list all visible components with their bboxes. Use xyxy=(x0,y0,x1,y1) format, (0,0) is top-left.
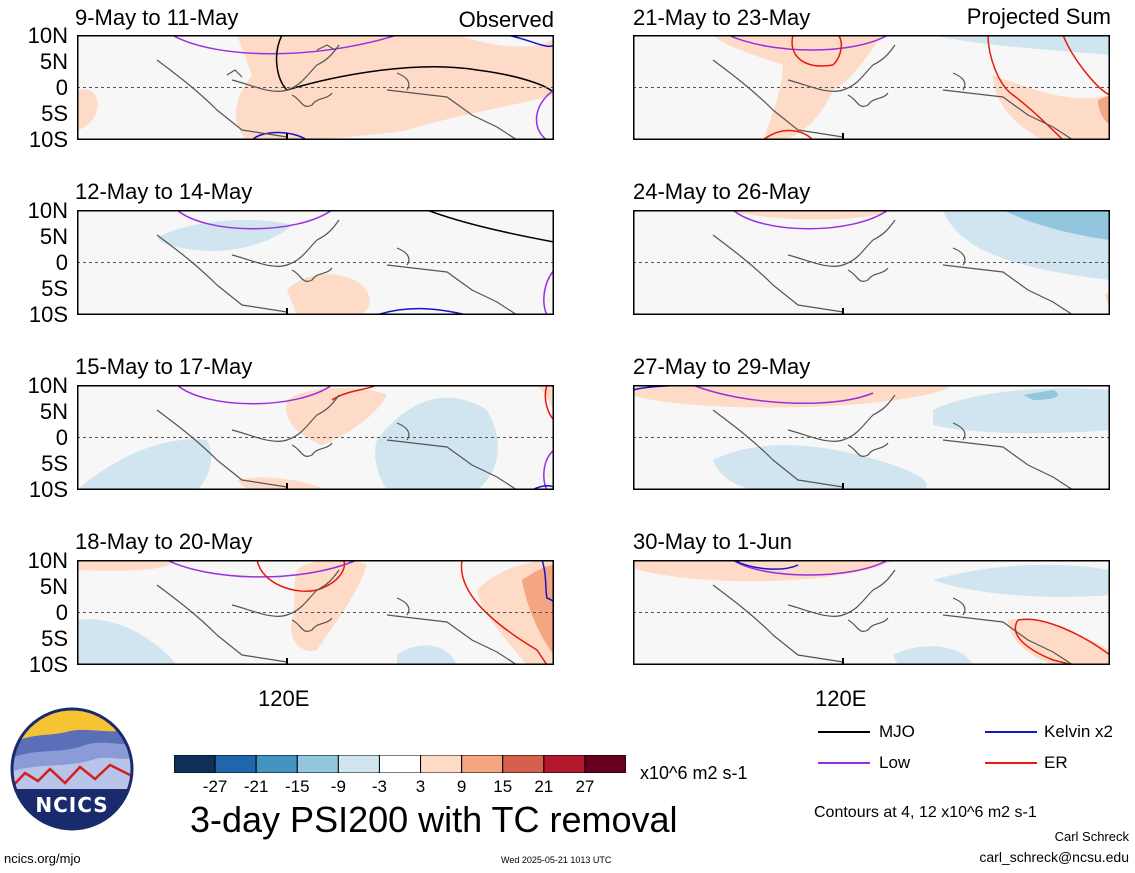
colorbar-swatch xyxy=(584,754,627,774)
y-tick: 10N xyxy=(27,373,68,398)
y-tick: 5N xyxy=(39,399,68,424)
panel-title-7: 27-May to 29-May xyxy=(633,354,811,379)
colorbar-swatch xyxy=(543,754,586,774)
panel-title-2: 12-May to 14-May xyxy=(75,179,253,204)
y-tick: 5N xyxy=(39,574,68,599)
map-panel-8 xyxy=(633,560,1110,665)
y-tick: 10N xyxy=(27,198,68,223)
colorbar-swatch xyxy=(173,754,216,774)
map-panel-4 xyxy=(77,560,554,665)
panel-title-6: 24-May to 26-May xyxy=(633,179,811,204)
coastline xyxy=(712,44,1074,140)
coastline xyxy=(712,569,1074,665)
legend-swatch-low xyxy=(818,762,870,764)
map-panel-5 xyxy=(633,35,1110,140)
colorbar-tick-label: -9 xyxy=(330,777,346,796)
y-tick: 0 xyxy=(55,75,68,100)
colorbar-tick-label: 3 xyxy=(415,777,426,796)
y-tick: 10N xyxy=(27,548,68,573)
y-tick: 0 xyxy=(55,425,68,450)
colorbar-tick-label: -15 xyxy=(284,777,310,796)
panel-title-8: 30-May to 1-Jun xyxy=(633,529,792,554)
colorbar-tick-label: -21 xyxy=(243,777,269,796)
colorbar-swatch xyxy=(502,754,545,774)
y-tick: 0 xyxy=(55,600,68,625)
colorbar-tick-label: 21 xyxy=(534,777,554,796)
coastline xyxy=(156,569,518,665)
timestamp: Wed 2025-05-21 1013 UTC xyxy=(501,855,612,865)
y-tick: 10S xyxy=(28,652,68,677)
legend-label-low: Low xyxy=(879,753,911,772)
x-tick-right: 120E xyxy=(815,686,867,711)
colorbar-swatches xyxy=(173,754,627,774)
legend-label-mjo: MJO xyxy=(879,722,915,741)
y-tick: 10S xyxy=(28,477,68,502)
colorbar-swatch xyxy=(378,754,422,774)
colorbar-swatch xyxy=(214,754,257,774)
y-tick: 5S xyxy=(41,101,68,126)
colorbar-swatch xyxy=(420,754,463,774)
x-tick-left: 120E xyxy=(258,686,310,711)
legend-swatch-kelvin xyxy=(985,731,1037,733)
colorbar-tick-label: 27 xyxy=(575,777,595,796)
colorbar-units: x10^6 m2 s-1 xyxy=(640,763,748,783)
legend-label-er: ER xyxy=(1044,753,1068,772)
ncics-logo: NCICS xyxy=(10,707,134,831)
map-panel-6 xyxy=(633,210,1110,315)
author-name: Carl Schreck xyxy=(1054,829,1129,844)
map-panel-3 xyxy=(77,385,554,490)
legend-swatch-er xyxy=(985,762,1037,764)
y-tick: 5S xyxy=(41,451,68,476)
legend-swatch-mjo xyxy=(818,731,870,733)
chart-title: 3-day PSI200 with TC removal xyxy=(190,799,678,840)
coastline xyxy=(156,44,518,140)
legend-label-kelvin: Kelvin x2 xyxy=(1044,722,1113,741)
author-email: carl_schreck@ncsu.edu xyxy=(979,849,1129,865)
panel-title-1: 9-May to 11-May xyxy=(75,5,239,30)
colorbar-swatch xyxy=(461,754,504,774)
colorbar-tick-label: 9 xyxy=(456,777,467,796)
projected-sum-label: Projected Sum xyxy=(966,4,1111,29)
colorbar-swatch xyxy=(255,754,298,774)
colorbar-swatch xyxy=(296,754,339,774)
y-tick: 10S xyxy=(28,127,68,152)
map-panel-2 xyxy=(77,210,554,315)
map-panel-7 xyxy=(633,385,1110,490)
panel-title-3: 15-May to 17-May xyxy=(75,354,253,379)
y-tick: 5S xyxy=(41,626,68,651)
y-tick: 0 xyxy=(55,250,68,275)
colorbar-swatch xyxy=(337,754,380,774)
website-url: ncics.org/mjo xyxy=(4,851,81,866)
contours-note: Contours at 4, 12 x10^6 m2 s-1 xyxy=(814,804,1037,821)
coastline xyxy=(712,394,1074,490)
map-panel-1 xyxy=(77,35,554,140)
y-tick: 5N xyxy=(39,224,68,249)
coastline xyxy=(156,219,518,315)
y-tick: 10N xyxy=(27,23,68,48)
observed-label: Observed xyxy=(458,7,554,32)
colorbar-tick-label: 15 xyxy=(493,777,513,796)
colorbar-tick-label: -3 xyxy=(371,777,388,796)
panel-title-5: 21-May to 23-May xyxy=(633,5,811,30)
logo-text: NCICS xyxy=(35,793,109,817)
y-tick: 5S xyxy=(41,276,68,301)
panel-title-4: 18-May to 20-May xyxy=(75,529,253,554)
coastline xyxy=(156,394,518,490)
colorbar-tick-label: -27 xyxy=(202,777,228,796)
y-tick: 10S xyxy=(28,302,68,327)
colorbar xyxy=(173,754,627,778)
y-tick: 5N xyxy=(39,49,68,74)
coastline xyxy=(712,219,1074,315)
